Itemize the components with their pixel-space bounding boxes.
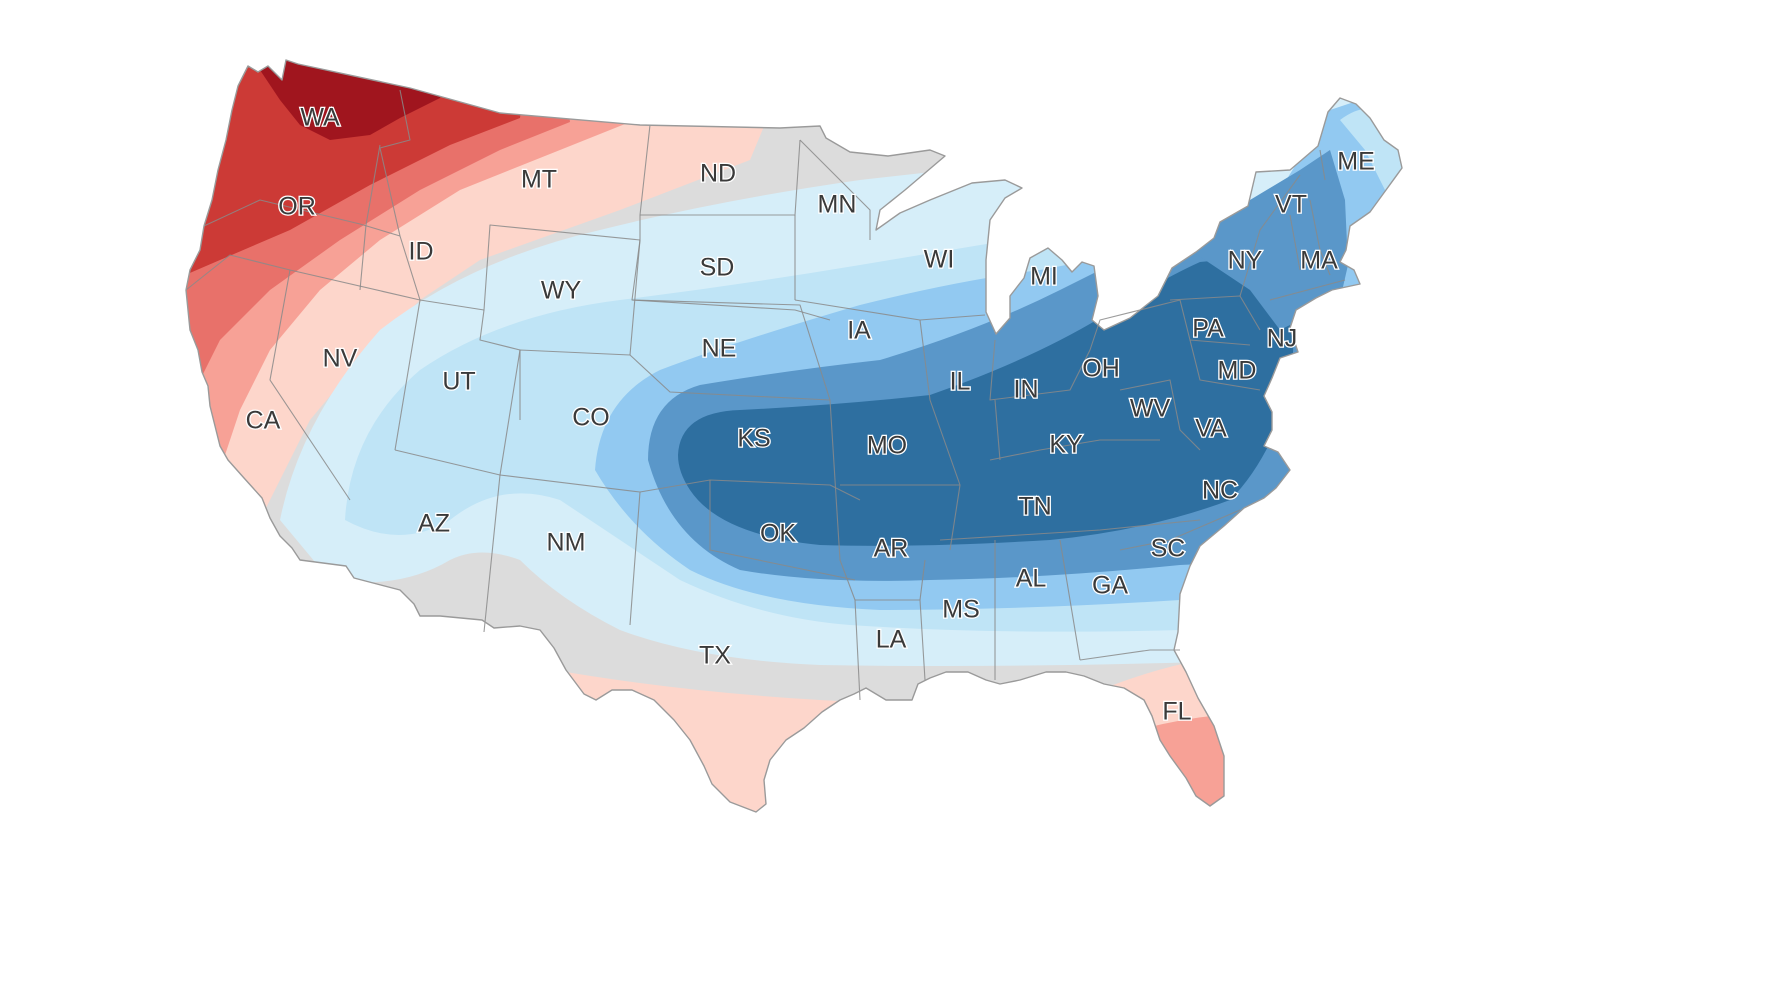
state-label-pa: PA xyxy=(1192,315,1224,343)
state-label-mt: MT xyxy=(521,166,557,194)
state-label-mo: MO xyxy=(867,432,907,460)
state-label-va: VA xyxy=(1195,415,1227,443)
state-label-nc: NC xyxy=(1202,477,1238,505)
state-label-md: MD xyxy=(1218,357,1257,385)
anomaly-zone-cool-northeast-4 xyxy=(1190,150,1348,330)
state-label-mi: MI xyxy=(1030,263,1058,291)
state-label-or: OR xyxy=(278,193,316,221)
state-label-ne: NE xyxy=(702,335,737,363)
state-label-me: ME xyxy=(1337,148,1375,176)
state-label-sd: SD xyxy=(700,254,735,282)
state-label-az: AZ xyxy=(418,510,450,538)
state-label-nm: NM xyxy=(547,529,586,557)
state-label-ca: CA xyxy=(246,407,281,435)
state-label-nj: NJ xyxy=(1267,325,1298,353)
state-label-id: ID xyxy=(409,238,434,266)
anomaly-zone-warm-4 xyxy=(186,60,530,290)
state-borders xyxy=(185,89,1346,701)
state-label-wv: WV xyxy=(1130,395,1171,423)
state-label-il: IL xyxy=(950,368,971,396)
state-label-vt: VT xyxy=(1275,191,1307,219)
state-label-nv: NV xyxy=(323,345,358,373)
state-label-ks: KS xyxy=(737,425,770,453)
state-label-ok: OK xyxy=(760,520,796,548)
state-label-ut: UT xyxy=(442,368,475,396)
state-label-ia: IA xyxy=(847,317,871,345)
state-label-wi: WI xyxy=(924,246,955,274)
state-label-mn: MN xyxy=(818,191,857,219)
state-label-ga: GA xyxy=(1092,572,1128,600)
state-label-co: CO xyxy=(572,404,610,432)
state-label-ms: MS xyxy=(942,596,980,624)
state-label-wa: WA xyxy=(300,104,340,132)
anomaly-zone-cool-5 xyxy=(678,261,1294,546)
state-label-la: LA xyxy=(876,626,907,654)
state-label-oh: OH xyxy=(1082,355,1120,383)
state-label-ma: MA xyxy=(1300,247,1338,275)
state-label-ky: KY xyxy=(1049,431,1083,459)
state-label-sc: SC xyxy=(1151,535,1186,563)
state-label-in: IN xyxy=(1014,376,1039,404)
state-label-nd: ND xyxy=(700,160,736,188)
anomaly-zone-warm-florida-2 xyxy=(1120,715,1300,812)
state-label-fl: FL xyxy=(1162,698,1191,726)
state-label-wy: WY xyxy=(541,277,582,305)
state-label-tn: TN xyxy=(1018,493,1051,521)
state-label-ar: AR xyxy=(874,535,909,563)
state-labels: WA OR CA NV ID MT WY UT AZ CO NM ND SD NE KS OK TX MN IA MO… xyxy=(244,102,1376,727)
state-label-al: AL xyxy=(1016,565,1047,593)
anomaly-zone-warm-south-texas-2 xyxy=(640,715,900,812)
state-label-tx: TX xyxy=(699,642,731,670)
state-label-ny: NY xyxy=(1228,247,1263,275)
